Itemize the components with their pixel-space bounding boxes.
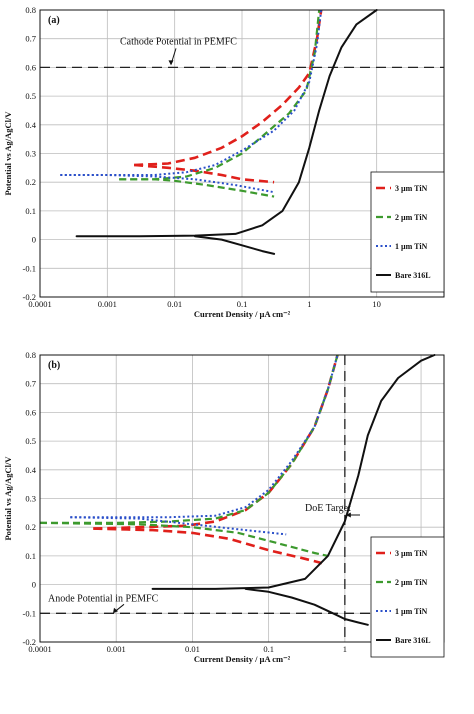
chart-panel-1: -0.2 -0.1 0 0.1 0.2 0.3 0.4 0.5 0.6 0.7 0.8 0.0001 0… xyxy=(3,5,445,319)
legend-label: Bare 316L xyxy=(395,636,431,645)
y-tick-label: 0.1 xyxy=(25,206,36,216)
y-tick-label: 0.3 xyxy=(25,494,36,504)
y-tick-label: 0.2 xyxy=(25,177,36,187)
panel-label: (b) xyxy=(48,360,60,371)
annotation-text: Cathode Potential in PEMFC xyxy=(120,36,237,47)
legend: 3 µm TiN 2 µm TiN 1 µm TiN Bare 316L xyxy=(370,171,445,293)
y-tick-label: 0.5 xyxy=(25,91,36,101)
legend-label: 2 µm TiN xyxy=(395,213,428,222)
x-tick-label: 0.001 xyxy=(98,299,117,309)
annotation-text: Anode Potential in PEMFC xyxy=(48,593,159,604)
y-tick-label: 0.5 xyxy=(25,436,36,446)
y-tick-label: 0 xyxy=(32,580,36,590)
legend-label: Bare 316L xyxy=(395,271,431,280)
axes-frame xyxy=(39,354,445,643)
legend: 3 µm TiN 2 µm TiN 1 µm TiN Bare 316L xyxy=(370,536,445,658)
legend-label: 1 µm TiN xyxy=(395,607,428,616)
legend-label: 1 µm TiN xyxy=(395,242,428,251)
y-tick-label: 0.3 xyxy=(25,149,36,159)
y-axis-label: Potential vs Ag/AgCl/V xyxy=(3,111,13,196)
x-axis-label: Current Density / µA cm⁻² xyxy=(194,654,291,664)
axes-frame xyxy=(39,9,445,298)
panel-label: (a) xyxy=(48,15,60,26)
y-tick-label: 0.2 xyxy=(25,522,36,532)
series-line-bare-316l xyxy=(151,354,436,590)
legend-box xyxy=(370,536,445,658)
series-line-2-m-tin xyxy=(119,9,321,181)
y-axis-label: Potential vs Ag/AgCl/V xyxy=(3,456,13,541)
legend-label: 3 µm TiN xyxy=(395,549,428,558)
chart-panel-2: -0.2 -0.1 0 0.1 0.2 0.3 0.4 0.5 0.6 0.7 0.8 0.0001 0… xyxy=(3,350,445,664)
arrow-head xyxy=(168,60,174,66)
legend-label: 3 µm TiN xyxy=(395,184,428,193)
x-tick-label: 0.1 xyxy=(237,299,248,309)
x-tick-label: 10 xyxy=(372,299,381,309)
y-tick-label: 0 xyxy=(32,235,36,245)
series-line-2-m-tin xyxy=(119,178,275,198)
y-tick-label: 0.7 xyxy=(25,34,36,44)
series-line-3-m-tin xyxy=(133,163,275,184)
y-tick-label: 0.6 xyxy=(25,62,36,72)
y-tick-label: -0.1 xyxy=(23,263,36,273)
y-tick-label: 0.6 xyxy=(25,407,36,417)
y-tick-label: -0.2 xyxy=(23,292,36,302)
y-tick-label: -0.1 xyxy=(23,608,36,618)
series-line-1-m-tin xyxy=(60,174,275,194)
series-group xyxy=(60,9,378,255)
x-tick-label: 1 xyxy=(343,644,347,654)
x-tick-label: 0.01 xyxy=(167,299,182,309)
x-tick-label: 0.0001 xyxy=(28,299,51,309)
y-tick-label: 0.4 xyxy=(25,465,36,475)
y-tick-label: 0.8 xyxy=(25,350,36,360)
x-axis-label: Current Density / µA cm⁻² xyxy=(194,309,291,319)
arrow-head xyxy=(113,607,118,614)
arrow-head xyxy=(345,512,351,518)
y-tick-label: 0.1 xyxy=(25,551,36,561)
annotation2-text: DoE Target xyxy=(305,503,351,514)
series-line-bare-316l xyxy=(244,587,369,626)
series-line-1-m-tin xyxy=(70,354,339,519)
x-tick-label: 0.0001 xyxy=(28,644,51,654)
legend-box xyxy=(370,171,445,293)
series-line-3-m-tin xyxy=(93,527,323,565)
x-tick-label: 0.01 xyxy=(185,644,200,654)
series-line-bare-316l xyxy=(193,235,276,255)
y-tick-label: 0.8 xyxy=(25,5,36,15)
series-group xyxy=(39,354,436,626)
x-tick-label: 1 xyxy=(307,299,311,309)
y-tick-label: -0.2 xyxy=(23,637,36,647)
y-tick-label: 0.4 xyxy=(25,120,36,130)
x-tick-label: 0.1 xyxy=(263,644,274,654)
legend-label: 2 µm TiN xyxy=(395,578,428,587)
series-line-1-m-tin xyxy=(70,516,287,536)
series-line-2-m-tin xyxy=(39,521,329,557)
x-tick-label: 0.001 xyxy=(107,644,126,654)
y-tick-label: 0.7 xyxy=(25,379,36,389)
